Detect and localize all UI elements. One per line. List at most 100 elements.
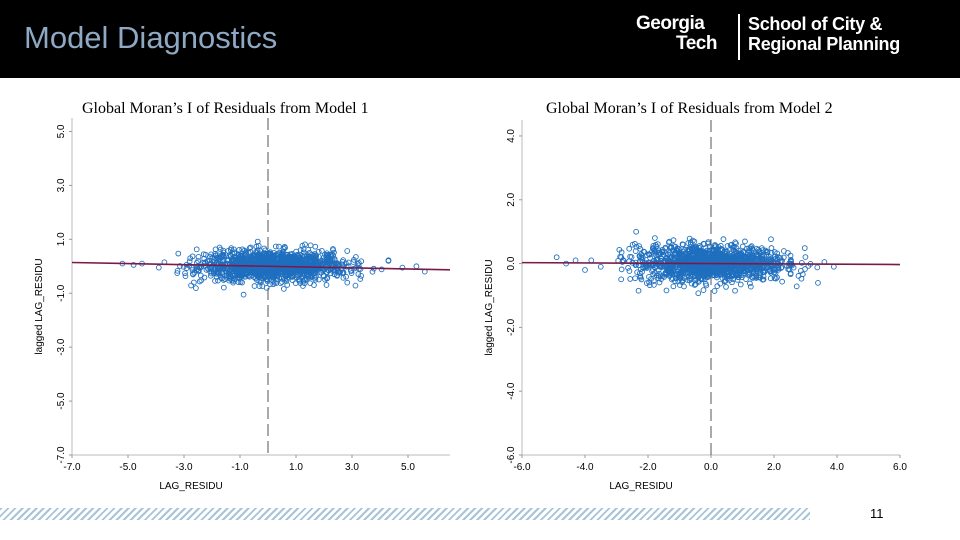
scatter-point xyxy=(815,280,821,286)
scatter-point xyxy=(240,291,247,298)
scatter-point xyxy=(619,259,626,265)
scatter-point xyxy=(759,256,766,263)
scatter-point xyxy=(228,273,234,280)
scatter-point xyxy=(663,271,669,278)
scatter-point xyxy=(206,257,213,264)
scatter-point xyxy=(280,286,287,292)
scatter-point xyxy=(781,248,787,254)
scatter-point xyxy=(685,248,692,255)
scatter-point xyxy=(277,256,284,263)
scatter-point xyxy=(727,259,733,266)
scatter-point xyxy=(316,276,322,283)
scatter-point xyxy=(632,248,639,254)
page-number: 11 xyxy=(870,506,884,521)
scatter-point xyxy=(747,280,753,287)
scatter-point xyxy=(634,269,640,276)
scatter-point xyxy=(632,240,638,247)
scatter-point xyxy=(205,266,212,272)
scatter-point xyxy=(753,272,760,279)
scatter-point xyxy=(768,236,774,243)
scatter-point xyxy=(709,272,716,279)
scatter-point xyxy=(778,265,785,271)
scatter-point xyxy=(672,250,679,257)
scatter-point xyxy=(701,276,708,282)
header-bar: Model Diagnostics Georgia Tech School of… xyxy=(0,0,960,78)
scatter-point xyxy=(212,278,218,284)
scatter-point xyxy=(351,257,357,263)
scatter-point xyxy=(261,245,267,252)
scatter-point xyxy=(344,279,351,286)
scatter-point xyxy=(197,272,204,279)
y-tick-label: 4.0 xyxy=(506,129,517,143)
scatter-point xyxy=(553,254,560,261)
scatter-point xyxy=(664,251,671,257)
scatter-point xyxy=(704,256,711,262)
scatter-point xyxy=(618,249,625,256)
slide-title: Model Diagnostics xyxy=(24,20,278,55)
scatter-point xyxy=(729,273,736,279)
scatter-point xyxy=(700,287,707,293)
scatter-point xyxy=(272,243,279,250)
scatter-point xyxy=(753,270,760,277)
scatter-point xyxy=(208,251,215,258)
chart-title-model-2: Global Moran’s I of Residuals from Model… xyxy=(544,100,835,118)
scatter-point xyxy=(652,235,658,241)
scatter-point xyxy=(348,270,355,276)
scatter-point xyxy=(670,283,677,290)
scatter-point xyxy=(260,268,267,275)
scatter-point xyxy=(747,283,754,290)
scatter-point xyxy=(313,257,320,263)
x-tick-label: -6.0 xyxy=(513,462,531,473)
scatter-point xyxy=(238,274,245,280)
scatter-point xyxy=(787,252,794,259)
scatter-point xyxy=(301,252,308,259)
scatter-point xyxy=(689,237,696,244)
scatter-point xyxy=(688,245,695,251)
scatter-point xyxy=(731,243,737,250)
x-axis-label: LAG_RESIDU xyxy=(609,481,672,492)
scatter-point xyxy=(311,282,317,288)
scatter-point xyxy=(306,259,313,266)
scatter-point xyxy=(323,282,330,288)
scatter-point xyxy=(656,263,663,270)
scatter-point xyxy=(188,282,194,289)
scatter-point xyxy=(283,278,290,284)
scatter-point xyxy=(651,270,658,276)
scatter-point xyxy=(343,273,349,280)
scatter-point xyxy=(226,270,233,277)
scatter-point xyxy=(741,264,747,271)
scatter-point xyxy=(830,263,837,270)
scatter-point xyxy=(284,270,291,276)
scatter-point xyxy=(714,283,721,289)
scatter-point xyxy=(724,265,731,272)
scatter-point xyxy=(189,253,196,260)
scatter-point xyxy=(296,277,303,283)
scatter-point xyxy=(703,247,710,254)
scatter-point xyxy=(659,246,666,253)
x-tick-label: 4.0 xyxy=(830,462,844,473)
scatter-point xyxy=(763,248,770,255)
scatter-point xyxy=(717,247,724,254)
scatter-point xyxy=(175,250,182,257)
scatter-point xyxy=(312,243,319,250)
scatter-point xyxy=(202,251,209,258)
scatter-point xyxy=(582,267,588,273)
scatter-point xyxy=(689,269,695,276)
scatter-point xyxy=(344,248,351,254)
scatter-point xyxy=(720,236,727,242)
scatter-point xyxy=(633,228,639,235)
y-tick-label: 5.0 xyxy=(56,124,67,138)
scatter-point xyxy=(618,276,624,283)
scatter-point xyxy=(638,251,645,258)
scatter-point xyxy=(225,257,231,264)
scatter-point xyxy=(681,253,688,260)
scatter-point xyxy=(358,273,364,279)
logo-school-line2: Regional Planning xyxy=(748,34,900,54)
scatter-point xyxy=(701,269,707,276)
scatter-point xyxy=(174,267,181,274)
scatter-point xyxy=(683,270,690,276)
scatter-point xyxy=(310,265,317,272)
scatter-point xyxy=(220,247,227,254)
scatter-point xyxy=(210,270,217,276)
